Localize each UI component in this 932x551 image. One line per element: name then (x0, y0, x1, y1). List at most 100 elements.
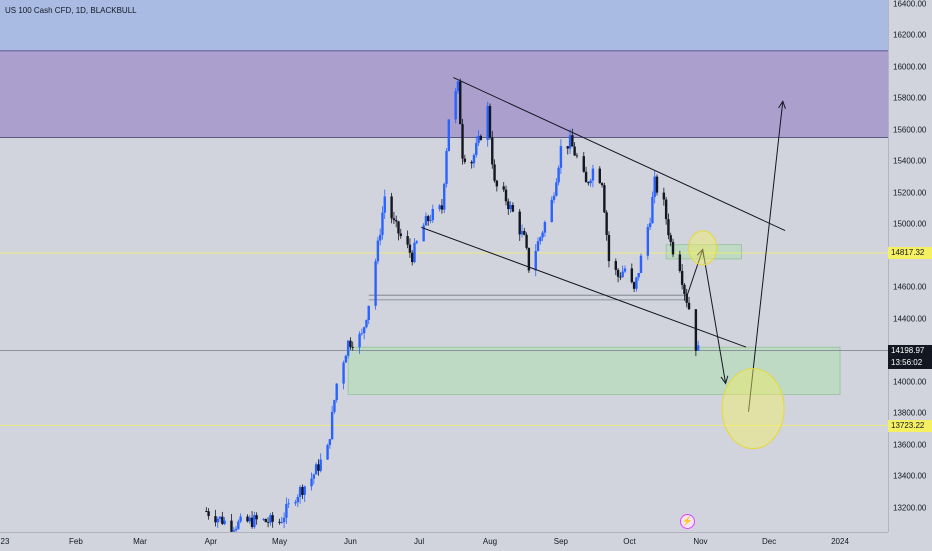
candle-body-128 (616, 269, 620, 277)
arrowhead-down (720, 375, 729, 385)
price-label-2: 13723.22 (888, 419, 932, 432)
candle-body-121 (591, 168, 595, 181)
y-tick-label: 13800.00 (893, 408, 927, 418)
x-tick-label: Jul (413, 537, 425, 546)
candle-body-115 (573, 146, 576, 156)
x-tick-label: May (271, 537, 288, 546)
candle-body-78 (456, 81, 460, 92)
y-tick-label: 15400.00 (893, 156, 927, 166)
candle-body-125 (605, 212, 608, 235)
candle-body-129 (619, 276, 622, 278)
candle-body-40 (333, 400, 336, 412)
candle-body-112 (566, 146, 569, 149)
candle-body-105 (541, 232, 544, 238)
y-tick-label: 15000.00 (893, 219, 927, 229)
candle-body-30 (301, 487, 304, 495)
candle-body-51 (367, 305, 370, 321)
candle-body-106 (543, 221, 547, 233)
candle-body-0 (205, 511, 208, 512)
candle-body-91 (495, 180, 499, 187)
candle-body-72 (438, 205, 441, 209)
candle-body-90 (493, 164, 496, 181)
candle-body-49 (362, 327, 366, 334)
candle-body-141 (655, 176, 659, 193)
candle-body-64 (411, 252, 414, 263)
candle-body-114 (571, 135, 574, 147)
price-axis[interactable]: 16400.00 16200.00 16000.00 15800.00 15600.00… (888, 0, 932, 532)
candle-body-146 (671, 241, 675, 255)
price-label-0: 14817.32 (888, 247, 932, 260)
candle-body-9 (234, 528, 238, 531)
x-tick-label: Sep (553, 537, 569, 546)
arrowhead-up-small (696, 248, 705, 258)
candle-body-108 (552, 195, 556, 200)
y-tick-label: 15600.00 (893, 125, 927, 135)
candle-body-26 (287, 503, 290, 505)
candle-body-61 (399, 233, 402, 237)
candle-body-39 (330, 411, 334, 440)
candle-body-66 (415, 241, 418, 243)
candle-body-111 (559, 146, 563, 168)
candle-body-74 (443, 183, 446, 210)
candle-body-5 (221, 516, 224, 524)
candle-body-139 (651, 196, 654, 224)
zone-1 (0, 50, 888, 138)
candle-body-50 (365, 320, 368, 328)
candle-body-76 (447, 119, 451, 152)
candle-body-27 (294, 502, 297, 504)
y-tick-label: 15200.00 (893, 188, 927, 198)
candle-body-147 (678, 254, 682, 272)
candle-body-119 (587, 182, 590, 184)
candle-body-86 (479, 135, 483, 140)
candle-body-17 (262, 519, 265, 520)
candle-body-136 (639, 255, 643, 274)
y-tick-label: 16000.00 (893, 62, 927, 72)
candle-body-149 (683, 284, 686, 295)
candle-body-36 (319, 459, 322, 471)
candle-body-29 (298, 487, 302, 497)
highlight-ellipse-1 (721, 368, 785, 450)
candle-body-81 (463, 158, 467, 162)
lightning-icon[interactable]: ⚡ (680, 514, 695, 529)
candle-body-77 (454, 91, 457, 120)
candle-body-2 (214, 516, 217, 523)
candle-body-45 (349, 340, 352, 347)
candle-body-85 (477, 135, 480, 144)
candle-body-32 (310, 478, 313, 487)
candle-body-14 (250, 517, 254, 528)
candle-body-22 (278, 521, 281, 523)
candle-body-143 (664, 199, 668, 220)
candle-body-130 (621, 271, 624, 278)
candle-body-103 (536, 241, 540, 251)
y-tick-label: 15800.00 (893, 93, 927, 103)
candle-body-53 (376, 240, 380, 262)
price-chart[interactable] (0, 0, 888, 532)
candle-body-142 (662, 192, 666, 200)
candle-body-113 (568, 135, 572, 149)
candle-body-11 (239, 516, 242, 522)
trendline-2 (686, 249, 704, 297)
candle-body-145 (669, 235, 672, 242)
candle-body-37 (326, 444, 329, 460)
x-tick-label: Apr (204, 537, 218, 546)
candle-body-97 (518, 211, 521, 235)
candle-body-19 (266, 522, 270, 523)
x-tick-label: Mar (133, 537, 147, 546)
candle-body-20 (269, 515, 272, 523)
candle-body-131 (623, 268, 627, 272)
candle-body-140 (653, 176, 656, 197)
x-tick-label: 23 (0, 537, 10, 546)
candle-body-126 (607, 234, 611, 262)
time-axis[interactable]: 23 Feb Mar Apr May Jun Jul Aug Sep Oct Nov Dec 2024 (0, 532, 888, 551)
chart-plot-area[interactable]: US 100 Cash CFD, 1D, BLACKBULL ⚡ (0, 0, 888, 532)
candle-body-99 (523, 231, 526, 235)
y-tick-label: 16200.00 (893, 30, 927, 40)
highlight-ellipse-0 (688, 230, 718, 266)
candle-body-42 (342, 362, 345, 384)
candle-body-134 (635, 277, 638, 289)
symbol-legend[interactable]: US 100 Cash CFD, 1D, BLACKBULL (5, 6, 137, 15)
candle-body-88 (488, 105, 492, 138)
x-tick-label: Nov (693, 537, 708, 546)
candle-body-16 (255, 515, 258, 520)
x-tick-label: 2024 (831, 537, 849, 546)
